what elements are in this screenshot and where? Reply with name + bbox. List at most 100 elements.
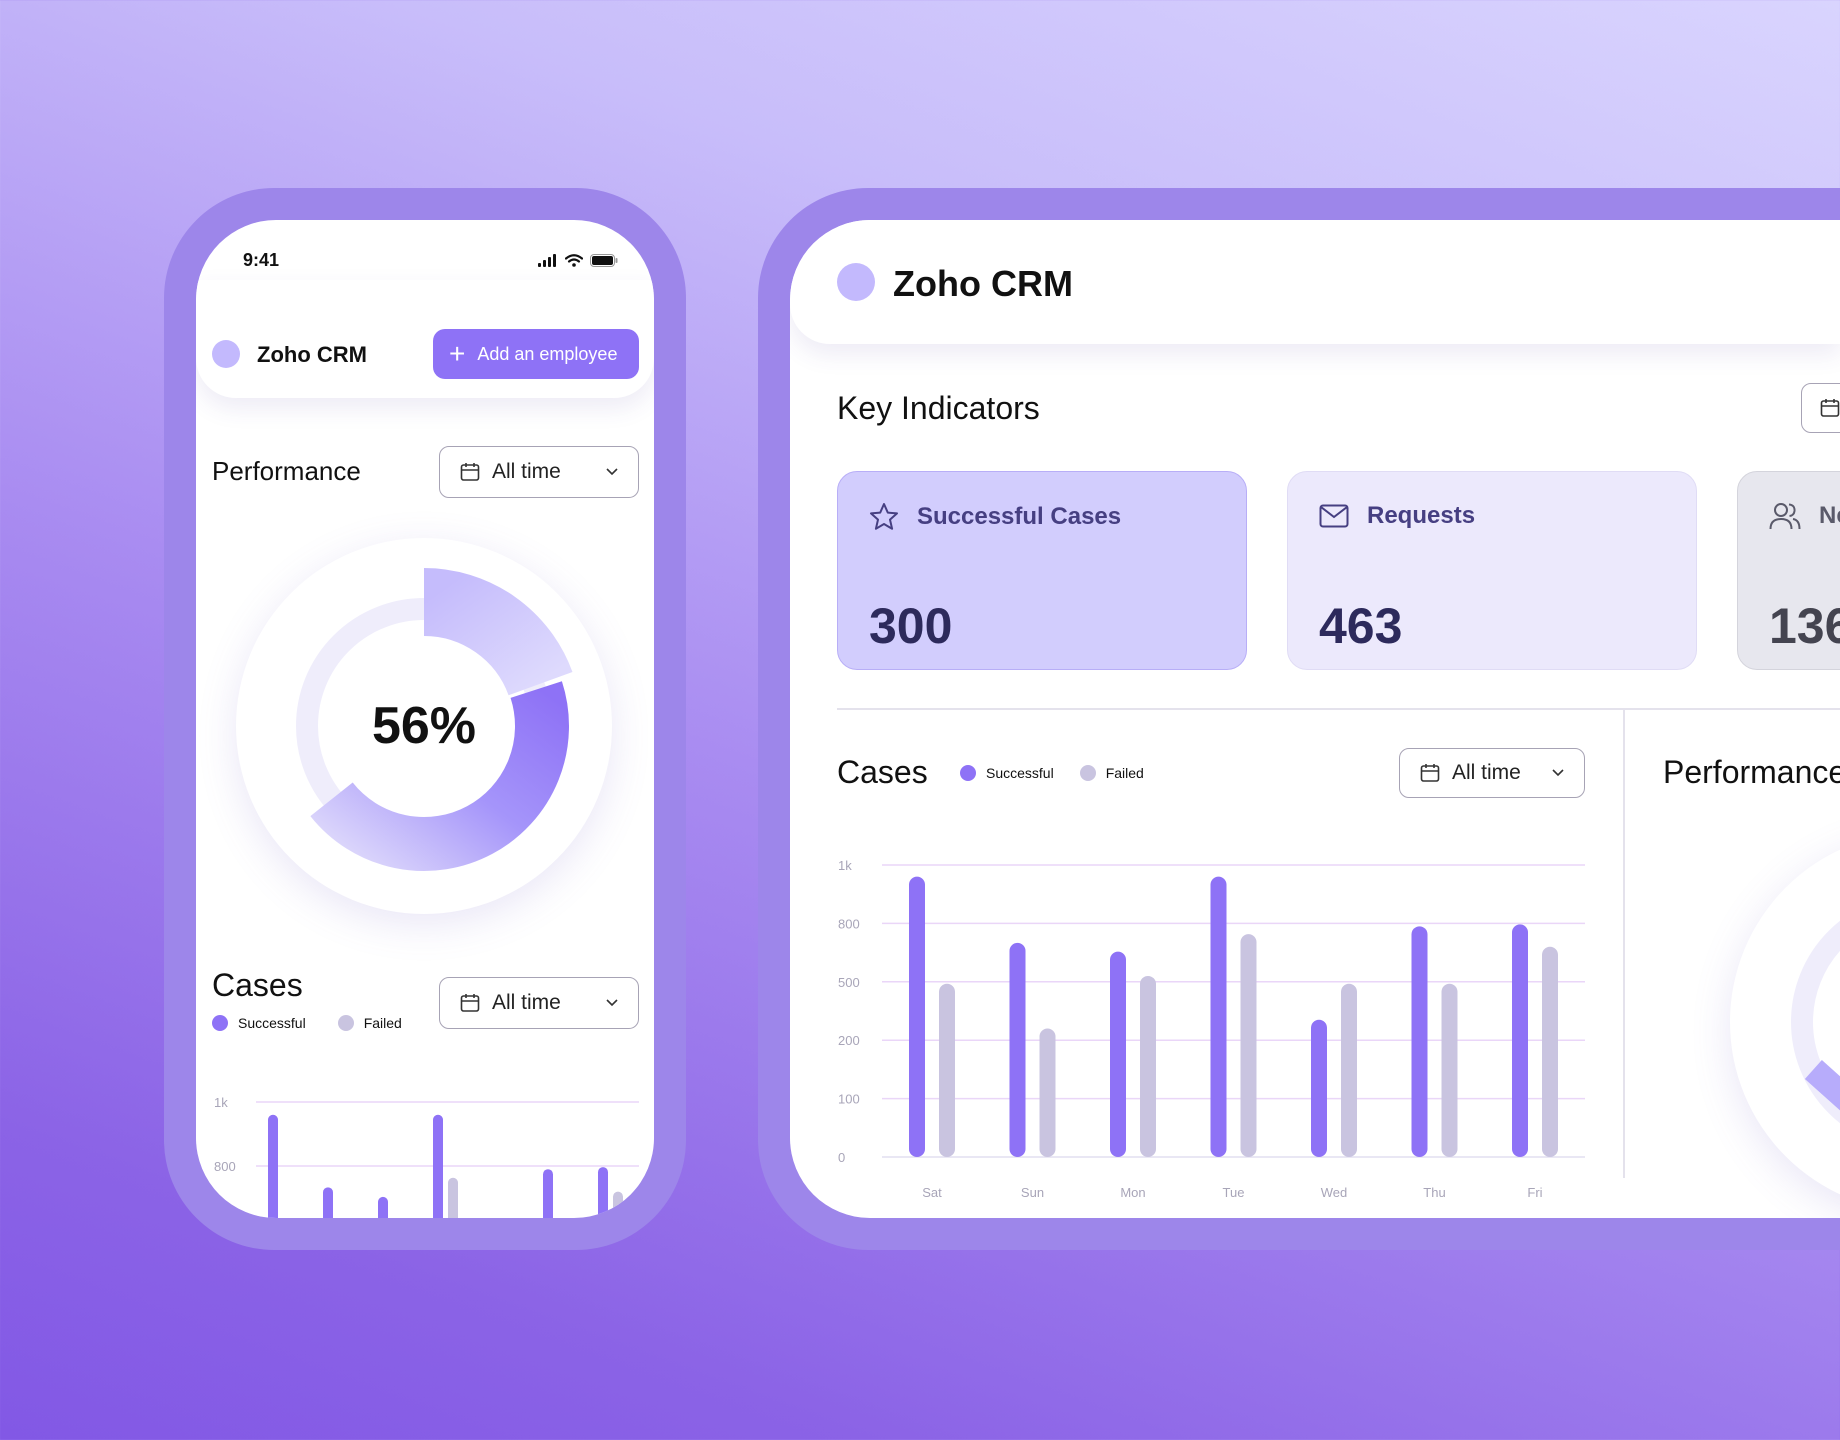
calendar-icon [1820, 399, 1840, 417]
signal-icon [538, 254, 556, 267]
cases-range-value: All time [1452, 761, 1521, 784]
cases-legend: Successful Failed [960, 765, 1144, 781]
cases-legend: Successful Failed [212, 1015, 402, 1031]
bar-successful-sun[interactable] [323, 1187, 333, 1218]
calendar-icon [460, 463, 480, 481]
bar-failed-tue[interactable] [448, 1177, 458, 1218]
bar-successful-fri[interactable] [1512, 924, 1528, 1157]
calendar-icon [460, 994, 480, 1012]
kpi-card-requests[interactable]: Requests 463 [1287, 471, 1697, 670]
battery-icon [590, 254, 618, 267]
donut-value-arc [310, 681, 569, 871]
cases-range-value: All time [492, 991, 561, 1014]
donut-track [1791, 920, 1840, 1124]
y-tick-label: 1k [214, 1095, 228, 1110]
bar-failed-thu[interactable] [1441, 983, 1458, 1157]
performance-title: Performance [1663, 754, 1840, 790]
bar-successful-thu[interactable] [1411, 926, 1428, 1157]
x-tick-label: Sat [922, 1185, 942, 1200]
y-tick-label: 1k [838, 858, 852, 873]
logo-icon [837, 263, 875, 301]
kpi-value: 136 [1769, 598, 1840, 654]
y-tick-label: 800 [838, 916, 860, 931]
star-icon [870, 503, 898, 530]
cases-range-dropdown[interactable]: All time [439, 977, 639, 1029]
chevron-down-icon [1552, 769, 1564, 777]
y-tick-label: 800 [214, 1159, 236, 1174]
cases-title: Cases [212, 967, 303, 1003]
kpi-header: Ne [1769, 502, 1840, 530]
bar-successful-mon[interactable] [1110, 951, 1126, 1157]
x-tick-label: Fri [1527, 1185, 1542, 1200]
x-tick-label: Sun [1021, 1185, 1044, 1200]
kpi-label: Ne [1819, 502, 1840, 529]
performance-donut-chart [1791, 920, 1840, 1124]
bar-failed-mon[interactable] [1140, 975, 1156, 1157]
bar-successful-tue[interactable] [1210, 876, 1227, 1157]
logo-icon [212, 340, 240, 368]
donut-highlight-arc [422, 568, 573, 697]
kpi-card-successful-cases[interactable]: Successful Cases 300 [837, 471, 1247, 670]
indicators-range-dropdown[interactable] [1801, 383, 1840, 433]
users-icon [1769, 503, 1801, 530]
legend-successful-dot [212, 1015, 228, 1031]
kpi-header: Successful Cases [869, 502, 1121, 532]
bar-successful-sat[interactable] [909, 876, 925, 1157]
x-tick-label: Thu [1423, 1185, 1445, 1200]
chevron-down-icon [606, 999, 618, 1007]
bar-successful-wed[interactable] [1311, 1019, 1327, 1157]
performance-title: Performance [212, 456, 361, 486]
performance-range-dropdown[interactable]: All time [439, 446, 639, 498]
bar-failed-wed[interactable] [1341, 983, 1357, 1157]
bar-failed-fri[interactable] [613, 1191, 623, 1218]
bar-successful-mon[interactable] [378, 1196, 388, 1218]
cases-range-dropdown[interactable]: All time [1399, 748, 1585, 798]
legend-successful-label: Successful [238, 1015, 306, 1031]
status-icons [538, 254, 618, 267]
section-divider [837, 708, 1840, 710]
legend-successful-dot [960, 765, 976, 781]
y-tick-label: 500 [838, 975, 860, 990]
legend-successful-label: Successful [986, 765, 1054, 781]
kpi-value: 463 [1319, 598, 1403, 654]
status-time: 9:41 [243, 250, 280, 270]
kpi-card-new[interactable]: Ne 136 [1737, 471, 1840, 670]
bar-successful-sun[interactable] [1009, 942, 1026, 1157]
legend-failed-label: Failed [1105, 765, 1144, 781]
bar-successful-thu[interactable] [543, 1169, 553, 1218]
x-tick-label: Mon [1120, 1185, 1145, 1200]
bar-successful-sat[interactable] [268, 1114, 278, 1218]
performance-donut [1730, 832, 1840, 1212]
y-tick-label: 100 [838, 1092, 860, 1107]
bar-successful-fri[interactable] [598, 1167, 608, 1218]
kpi-label: Successful Cases [917, 503, 1122, 530]
legend-failed-dot [337, 1015, 354, 1031]
add-employee-button[interactable]: + Add an employee [433, 329, 639, 379]
calendar-icon [1420, 764, 1440, 782]
cases-title: Cases [837, 754, 928, 790]
bar-failed-tue[interactable] [1240, 934, 1257, 1157]
y-tick-label: 200 [838, 1033, 860, 1048]
phone-header: Zoho CRM + Add an employee [196, 280, 654, 398]
x-tick-label: Tue [1223, 1185, 1245, 1200]
bar-failed-fri[interactable] [1542, 946, 1558, 1157]
donut-value-arc [1804, 1059, 1840, 1111]
performance-percent: 56% [371, 697, 477, 755]
plus-icon: + [449, 338, 466, 369]
desktop-screen: Zoho CRM Key Indicators Successful Cases… [790, 220, 1840, 1218]
legend-failed-dot [1079, 765, 1096, 781]
kpi-label: Requests [1367, 502, 1476, 529]
legend-failed-label: Failed [363, 1015, 402, 1031]
bar-failed-sat[interactable] [939, 983, 955, 1157]
phone-screen: 9:41 Zoho CRM + Add an em [196, 220, 654, 1218]
mail-icon [1319, 504, 1349, 528]
bar-successful-tue[interactable] [433, 1114, 443, 1218]
bar-failed-sun[interactable] [1039, 1028, 1056, 1157]
desktop-cases-chart: 0 100 200 500 800 1k Sat Sun Mon Tue Wed Thu Fri [838, 858, 1585, 1200]
brand-name: Zoho CRM [893, 263, 1073, 304]
chevron-down-icon [606, 468, 618, 476]
key-indicators-title: Key Indicators [837, 390, 1040, 426]
y-tick-label: 0 [838, 1150, 845, 1165]
performance-donut: 56% [236, 538, 612, 914]
